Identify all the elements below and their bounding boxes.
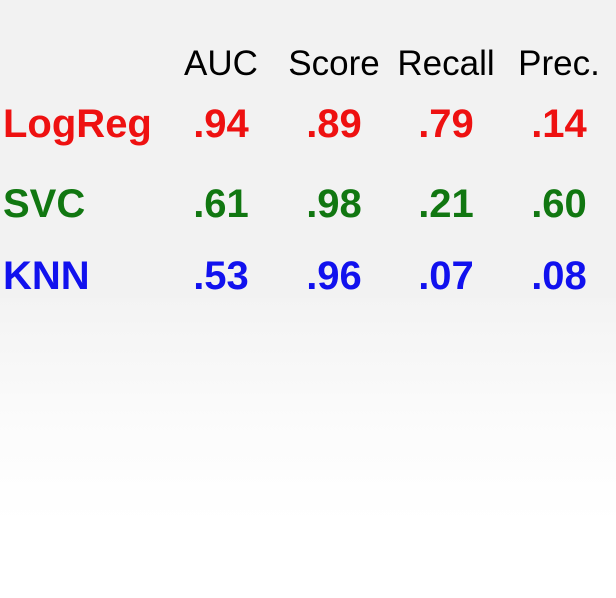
column-header-recall: Recall xyxy=(397,44,495,83)
column-header-auc: AUC xyxy=(184,44,258,83)
row-label-knn: KNN xyxy=(3,254,90,298)
cell-svc-recall: .21 xyxy=(418,182,474,226)
row-label-logreg: LogReg xyxy=(3,102,152,146)
row-label-svc: SVC xyxy=(3,182,86,226)
cell-logreg-recall: .79 xyxy=(418,102,474,146)
column-header-prec: Prec. xyxy=(518,44,600,83)
cell-knn-score: .96 xyxy=(306,254,362,298)
cell-knn-recall: .07 xyxy=(418,254,474,298)
column-header-score: Score xyxy=(288,44,380,83)
cell-svc-score: .98 xyxy=(306,182,362,226)
table-panel xyxy=(0,0,616,298)
cell-logreg-score: .89 xyxy=(306,102,362,146)
cell-svc-prec: .60 xyxy=(531,182,587,226)
cell-logreg-prec: .14 xyxy=(531,102,587,146)
cell-svc-auc: .61 xyxy=(193,182,249,226)
cell-knn-auc: .53 xyxy=(193,254,249,298)
cell-logreg-auc: .94 xyxy=(193,102,249,146)
empty-gradient-panel xyxy=(0,298,616,598)
cell-knn-prec: .08 xyxy=(531,254,587,298)
